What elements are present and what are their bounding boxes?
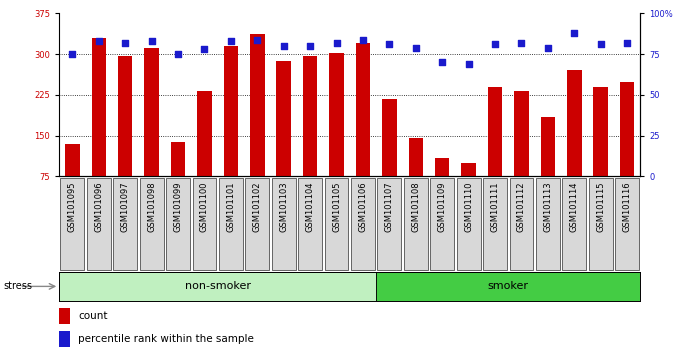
FancyBboxPatch shape <box>615 178 639 270</box>
Point <box>331 40 342 46</box>
Text: percentile rank within the sample: percentile rank within the sample <box>79 334 254 344</box>
Bar <box>303 56 317 176</box>
Text: GSM101101: GSM101101 <box>226 181 235 232</box>
Point <box>67 51 78 57</box>
Point <box>410 45 421 51</box>
Bar <box>144 48 159 176</box>
Text: GSM101105: GSM101105 <box>332 181 341 232</box>
Point <box>278 43 290 49</box>
Text: GSM101109: GSM101109 <box>438 181 447 232</box>
FancyBboxPatch shape <box>61 178 84 270</box>
Text: GSM101116: GSM101116 <box>623 181 631 232</box>
FancyBboxPatch shape <box>430 178 454 270</box>
Bar <box>356 43 370 176</box>
Point <box>120 40 131 46</box>
FancyBboxPatch shape <box>404 178 427 270</box>
FancyBboxPatch shape <box>562 178 586 270</box>
FancyBboxPatch shape <box>376 272 640 301</box>
Text: GSM101107: GSM101107 <box>385 181 394 232</box>
FancyBboxPatch shape <box>457 178 480 270</box>
FancyBboxPatch shape <box>113 178 137 270</box>
Text: GSM101102: GSM101102 <box>253 181 262 232</box>
Bar <box>488 87 503 176</box>
Text: non-smoker: non-smoker <box>184 281 251 291</box>
Text: stress: stress <box>3 281 33 291</box>
Point <box>199 46 210 52</box>
FancyBboxPatch shape <box>509 178 533 270</box>
FancyBboxPatch shape <box>377 178 402 270</box>
Point <box>489 41 500 47</box>
Point <box>542 45 553 51</box>
FancyBboxPatch shape <box>193 178 216 270</box>
Point <box>595 41 606 47</box>
Point <box>516 40 527 46</box>
FancyBboxPatch shape <box>59 272 376 301</box>
Bar <box>567 70 582 176</box>
Bar <box>382 99 397 176</box>
Text: GSM101096: GSM101096 <box>94 181 103 232</box>
Text: GSM101098: GSM101098 <box>147 181 156 232</box>
Bar <box>118 56 132 176</box>
Text: GSM101112: GSM101112 <box>517 181 526 232</box>
FancyBboxPatch shape <box>87 178 111 270</box>
Point <box>146 38 157 44</box>
Bar <box>223 46 238 176</box>
Text: GSM101103: GSM101103 <box>279 181 288 232</box>
Bar <box>65 144 79 176</box>
Text: GSM101113: GSM101113 <box>544 181 553 232</box>
FancyBboxPatch shape <box>324 178 349 270</box>
Bar <box>435 158 450 176</box>
Text: GSM101115: GSM101115 <box>596 181 606 232</box>
Text: GSM101097: GSM101097 <box>120 181 129 232</box>
Bar <box>91 38 106 176</box>
Text: GSM101111: GSM101111 <box>491 181 500 232</box>
Point <box>569 30 580 36</box>
Point <box>252 37 263 42</box>
Point <box>463 61 474 67</box>
Bar <box>409 138 423 176</box>
Point <box>357 37 368 42</box>
FancyBboxPatch shape <box>298 178 322 270</box>
Text: GSM101099: GSM101099 <box>173 181 182 232</box>
Point <box>305 43 316 49</box>
FancyBboxPatch shape <box>351 178 375 270</box>
FancyBboxPatch shape <box>589 178 612 270</box>
Bar <box>59 308 70 324</box>
Bar <box>197 91 212 176</box>
Text: GSM101100: GSM101100 <box>200 181 209 232</box>
FancyBboxPatch shape <box>166 178 190 270</box>
Text: GSM101104: GSM101104 <box>306 181 315 232</box>
Text: GSM101114: GSM101114 <box>570 181 579 232</box>
Text: smoker: smoker <box>488 281 529 291</box>
Point <box>173 51 184 57</box>
Bar <box>250 34 264 176</box>
Point <box>436 59 448 65</box>
Text: GSM101095: GSM101095 <box>68 181 77 232</box>
Point <box>383 41 395 47</box>
FancyBboxPatch shape <box>536 178 560 270</box>
FancyBboxPatch shape <box>219 178 243 270</box>
Bar <box>276 61 291 176</box>
FancyBboxPatch shape <box>483 178 507 270</box>
Text: GSM101106: GSM101106 <box>358 181 367 232</box>
Point <box>226 38 237 44</box>
FancyBboxPatch shape <box>140 178 164 270</box>
Text: GSM101108: GSM101108 <box>411 181 420 232</box>
Bar <box>620 82 634 176</box>
FancyBboxPatch shape <box>246 178 269 270</box>
Bar <box>514 91 529 176</box>
Bar <box>329 53 344 176</box>
Bar <box>594 87 608 176</box>
Bar <box>59 331 70 347</box>
Text: count: count <box>79 311 108 321</box>
Bar <box>171 142 185 176</box>
Bar <box>541 116 555 176</box>
Text: GSM101110: GSM101110 <box>464 181 473 232</box>
FancyBboxPatch shape <box>272 178 296 270</box>
Point <box>93 38 104 44</box>
Point <box>622 40 633 46</box>
Bar <box>461 163 476 176</box>
